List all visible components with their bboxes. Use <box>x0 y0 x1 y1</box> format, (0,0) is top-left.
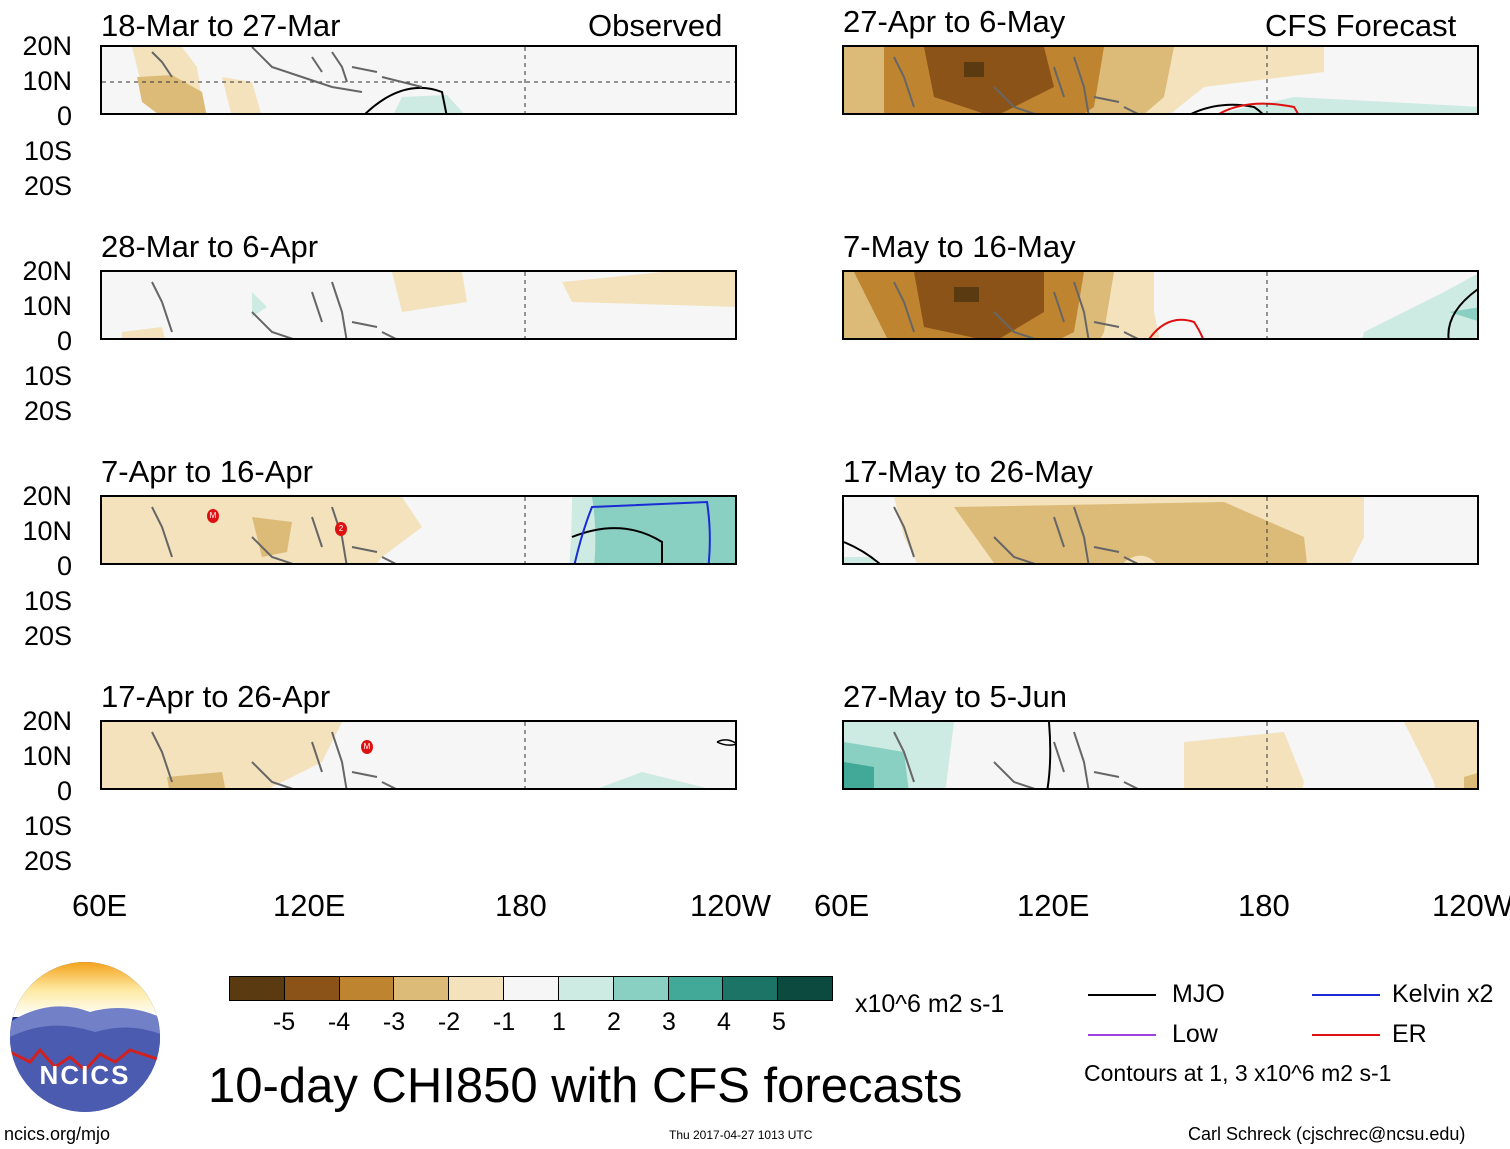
colorbar <box>229 976 833 1001</box>
footer-timestamp: Thu 2017-04-27 1013 UTC <box>669 1128 813 1142</box>
lat-label: 20S <box>23 396 72 426</box>
lat-label: 20S <box>23 621 72 651</box>
legend-line-low <box>1088 1034 1156 1036</box>
lat-label: 0 <box>56 101 72 131</box>
lat-label: 20N <box>22 256 72 286</box>
panel-title-fcst-1: 27-Apr to 6-May <box>843 4 1066 39</box>
legend-line-kelvin <box>1312 994 1380 996</box>
storm-marker-2: 2 <box>335 522 347 536</box>
legend-line-mjo <box>1088 994 1156 996</box>
storm-marker-m: M <box>207 509 219 523</box>
colorbar-swatch <box>723 977 779 1000</box>
observed-header: Observed <box>588 8 723 43</box>
colorbar-tick: 1 <box>552 1008 566 1036</box>
lat-label: 20S <box>23 171 72 201</box>
map-panel-fcst-3 <box>842 495 1479 565</box>
lat-label: 10S <box>23 586 72 616</box>
colorbar-tick: -1 <box>492 1008 516 1036</box>
lat-label: 10N <box>22 741 72 771</box>
ncics-logo: NCICS <box>10 962 160 1112</box>
colorbar-units: x10^6 m2 s-1 <box>855 990 1005 1018</box>
lat-label: 10S <box>23 136 72 166</box>
lon-label: 60E <box>72 888 128 923</box>
lat-label: 10S <box>23 811 72 841</box>
colorbar-tick: -3 <box>382 1008 406 1036</box>
colorbar-swatch <box>613 977 669 1000</box>
lat-label: 20N <box>22 706 72 736</box>
lon-label: 120E <box>1017 888 1090 923</box>
colorbar-tick: 3 <box>662 1008 676 1036</box>
colorbar-tick: -2 <box>437 1008 461 1036</box>
map-panel-fcst-2 <box>842 270 1479 340</box>
lat-label: 10N <box>22 66 72 96</box>
footer-credit: Carl Schreck (cjschrec@ncsu.edu) <box>1188 1124 1466 1144</box>
logo-text: NCICS <box>39 1060 131 1090</box>
colorbar-swatch <box>778 977 832 1000</box>
legend-label-mjo: MJO <box>1172 980 1225 1008</box>
colorbar-swatch <box>558 977 614 1000</box>
lat-label: 20S <box>23 846 72 876</box>
map-panel-obs-1: C D <box>100 45 737 115</box>
map-panel-fcst-4 <box>842 720 1479 790</box>
colorbar-tick: -5 <box>272 1008 296 1036</box>
lat-label: 10N <box>22 516 72 546</box>
legend-label-er: ER <box>1392 1020 1427 1048</box>
panel-title-obs-4: 17-Apr to 26-Apr <box>101 679 331 714</box>
lon-label: 120W <box>1432 888 1510 923</box>
colorbar-swatch <box>394 977 450 1000</box>
lat-label: 0 <box>56 326 72 356</box>
colorbar-tick: 4 <box>717 1008 731 1036</box>
map-panel-obs-3: M 2 E <box>100 495 737 565</box>
colorbar-tick: 5 <box>772 1008 786 1036</box>
forecast-header: CFS Forecast <box>1265 8 1457 43</box>
lat-label: 20N <box>22 31 72 61</box>
lon-label: 180 <box>495 888 547 923</box>
lat-label: 20N <box>22 481 72 511</box>
colorbar-swatch <box>284 977 340 1000</box>
colorbar-tick: -4 <box>327 1008 351 1036</box>
footer-url[interactable]: ncics.org/mjo <box>4 1124 111 1144</box>
colorbar-swatch <box>339 977 395 1000</box>
colorbar-tick: 2 <box>607 1008 621 1036</box>
legend-line-er <box>1312 1034 1380 1036</box>
colorbar-swatch <box>504 977 559 1000</box>
legend-label-low: Low <box>1172 1020 1218 1048</box>
main-title: 10-day CHI850 with CFS forecasts <box>208 1059 963 1113</box>
lat-label: 10S <box>23 361 72 391</box>
lat-label: 0 <box>56 551 72 581</box>
lon-label: 120W <box>690 888 771 923</box>
panel-title-fcst-2: 7-May to 16-May <box>843 229 1076 264</box>
panel-title-obs-2: 28-Mar to 6-Apr <box>101 229 319 264</box>
lon-label: 120E <box>273 888 346 923</box>
colorbar-swatch <box>230 977 285 1000</box>
lon-label: 180 <box>1238 888 1290 923</box>
panel-title-obs-1: 18-Mar to 27-Mar <box>101 8 341 43</box>
panel-title-fcst-4: 27-May to 5-Jun <box>843 679 1067 714</box>
map-panel-obs-2 <box>100 270 737 340</box>
lat-label: 10N <box>22 291 72 321</box>
storm-marker-m2: M <box>361 740 373 754</box>
map-panel-obs-4: M <box>100 720 737 790</box>
map-panel-fcst-1 <box>842 45 1479 115</box>
panel-title-fcst-3: 17-May to 26-May <box>843 454 1093 489</box>
legend-label-kelvin: Kelvin x2 <box>1392 980 1494 1008</box>
lat-label: 0 <box>56 776 72 806</box>
legend-note: Contours at 1, 3 x10^6 m2 s-1 <box>1084 1060 1392 1086</box>
colorbar-swatch <box>668 977 724 1000</box>
colorbar-swatch <box>449 977 505 1000</box>
panel-title-obs-3: 7-Apr to 16-Apr <box>101 454 313 489</box>
lon-label: 60E <box>814 888 870 923</box>
